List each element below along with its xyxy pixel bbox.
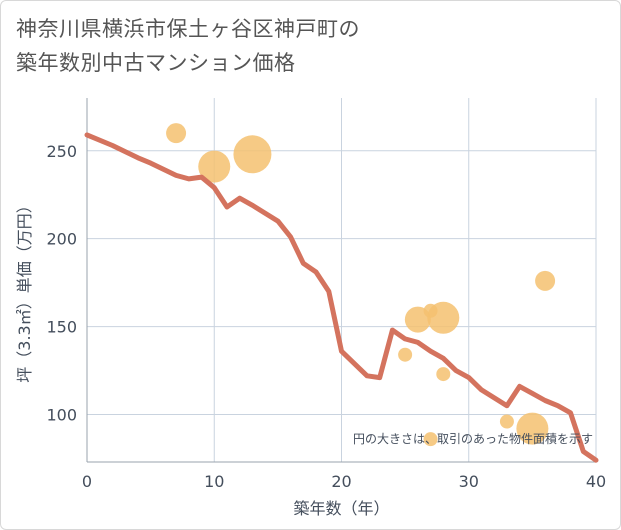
line-series bbox=[84, 132, 599, 463]
bubble-point bbox=[516, 412, 549, 445]
x-tick-label: 20 bbox=[331, 472, 351, 491]
bubble-point bbox=[423, 432, 438, 447]
bubble-point bbox=[398, 347, 413, 362]
axis-ticks: 0 10 20 30 40 100 150 200 250 bbox=[46, 142, 606, 491]
bubble-point bbox=[535, 270, 556, 291]
chart-title-line1: 神奈川県横浜市保土ヶ谷区神戸町の bbox=[16, 17, 360, 41]
x-tick-label: 0 bbox=[82, 472, 92, 491]
y-tick-label: 100 bbox=[46, 406, 77, 425]
y-tick-label: 150 bbox=[46, 318, 77, 337]
bubble-point bbox=[436, 367, 451, 382]
bubble-point bbox=[427, 301, 460, 334]
x-axis-title: 築年数（年） bbox=[293, 499, 389, 518]
bubble-point bbox=[233, 135, 272, 174]
bubble-point bbox=[198, 150, 231, 183]
x-tick-label: 30 bbox=[459, 472, 479, 491]
bubble-series bbox=[166, 123, 556, 447]
x-tick-label: 10 bbox=[204, 472, 224, 491]
y-tick-label: 250 bbox=[46, 142, 77, 161]
y-tick-label: 200 bbox=[46, 230, 77, 249]
x-tick-label: 40 bbox=[586, 472, 606, 491]
bubble-size-note: 円の大きさは、取引のあった物件面積を示す bbox=[353, 431, 593, 446]
series-line bbox=[84, 132, 599, 463]
chart-title: 神奈川県横浜市保土ヶ谷区神戸町の 築年数別中古マンション価格 bbox=[16, 12, 360, 80]
chart-title-line2: 築年数別中古マンション価格 bbox=[16, 51, 296, 75]
y-axis-title: 坪（3.3㎡）単価（万円） bbox=[15, 197, 34, 382]
bubble-point bbox=[499, 414, 514, 429]
gridlines bbox=[86, 98, 597, 463]
bubble-point bbox=[166, 123, 187, 144]
